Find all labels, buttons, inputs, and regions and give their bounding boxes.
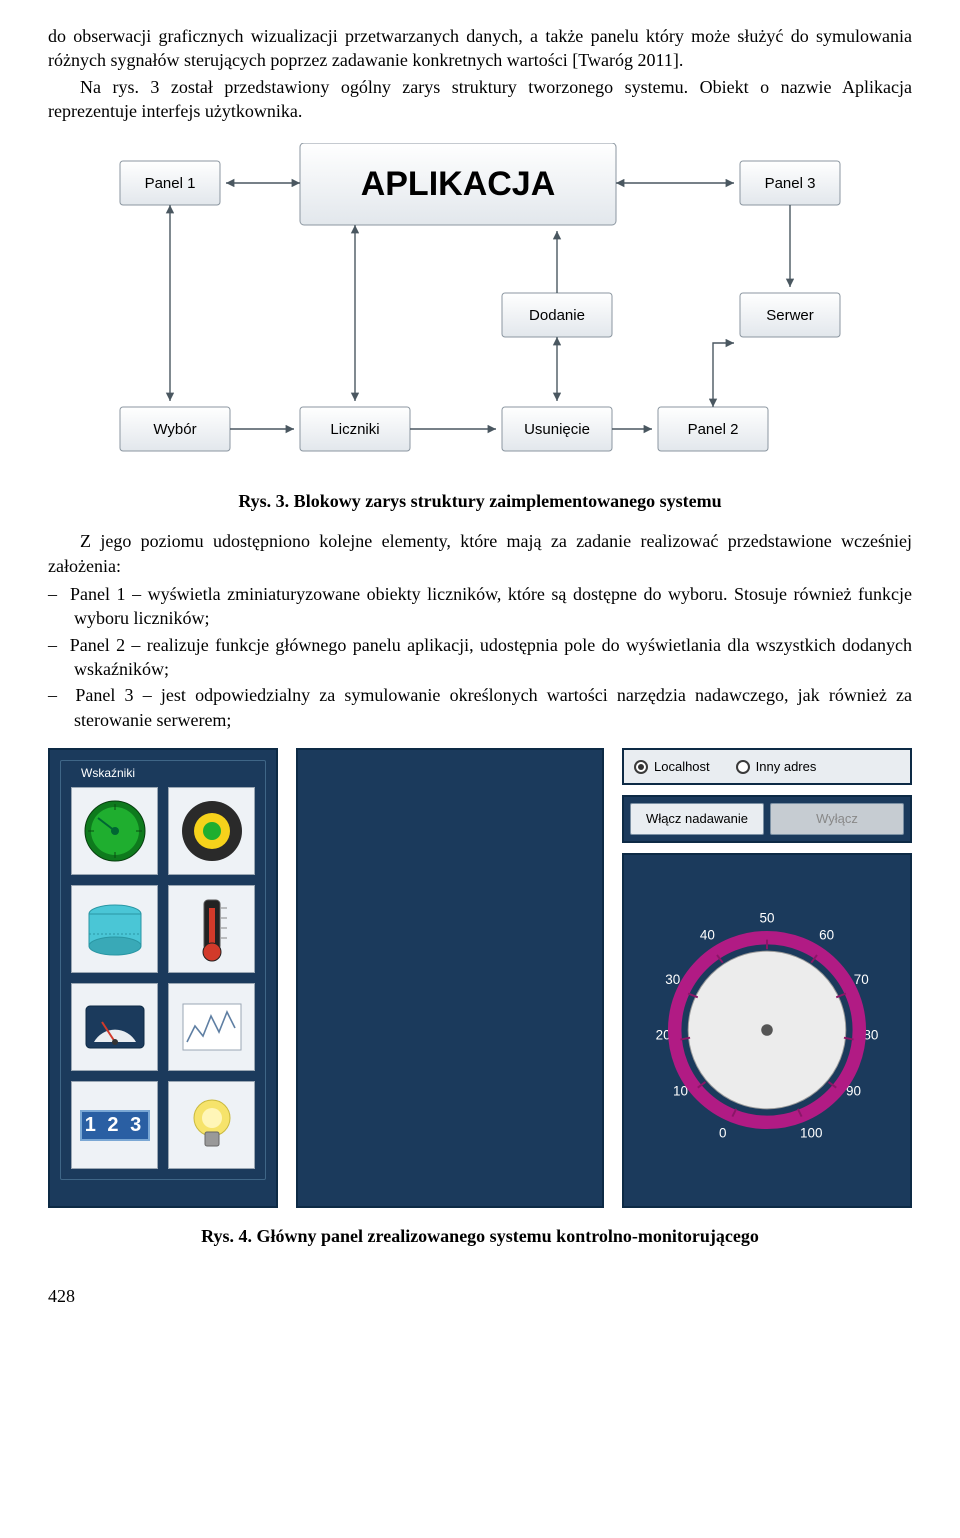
radio-label: Inny adres bbox=[756, 758, 817, 776]
bullet-item: Panel 3 – jest odpowiedzialny za symulow… bbox=[48, 683, 912, 732]
figure-4: Wskaźniki bbox=[48, 748, 912, 1208]
fig4-panel-middle bbox=[296, 748, 604, 1208]
gauge-lightbulb[interactable] bbox=[168, 1081, 255, 1169]
radio-other-address[interactable]: Inny adres bbox=[736, 758, 817, 776]
dial-tick-label: 100 bbox=[800, 1126, 822, 1141]
radio-icon bbox=[634, 760, 648, 774]
gauge-icon bbox=[80, 894, 150, 964]
box-panel3: Panel 3 bbox=[765, 175, 816, 192]
gauge-linechart[interactable] bbox=[168, 983, 255, 1071]
gauge-analog-meter[interactable] bbox=[71, 983, 158, 1071]
radio-localhost[interactable]: Localhost bbox=[634, 758, 710, 776]
broadcast-button-row: Włącz nadawanie Wyłącz bbox=[622, 795, 912, 843]
broadcast-on-button[interactable]: Włącz nadawanie bbox=[630, 803, 764, 835]
dial-box: 50 40 60 30 70 20 80 10 90 0 100 bbox=[622, 853, 912, 1208]
box-aplikacja: APLIKACJA bbox=[361, 165, 556, 203]
after-fig3-intro: Z jego poziomu udostępniono kolejne elem… bbox=[48, 529, 912, 578]
lightbulb-icon bbox=[177, 1090, 247, 1160]
dial-tick-label: 50 bbox=[760, 911, 775, 926]
dial-gauge[interactable]: 50 40 60 30 70 20 80 10 90 0 100 bbox=[642, 880, 892, 1180]
fig4-panel-right: Localhost Inny adres Włącz nadawanie Wył… bbox=[622, 748, 912, 1208]
dial-tick-label: 70 bbox=[854, 972, 869, 987]
box-serwer: Serwer bbox=[766, 307, 814, 324]
radio-label: Localhost bbox=[654, 758, 710, 776]
gauge-thermometer[interactable] bbox=[168, 885, 255, 973]
gauge-tank[interactable] bbox=[71, 885, 158, 973]
gauge-icon bbox=[80, 992, 150, 1062]
box-panel2: Panel 2 bbox=[688, 421, 739, 438]
gauge-icon bbox=[177, 992, 247, 1062]
box-wybor: Wybór bbox=[153, 421, 196, 438]
fieldset-label: Wskaźniki bbox=[77, 765, 255, 781]
intro-paragraph-2: Na rys. 3 został przedstawiony ogólny za… bbox=[48, 75, 912, 124]
gauge-icon bbox=[80, 796, 150, 866]
gauge-icon bbox=[177, 894, 247, 964]
dial-tick-label: 30 bbox=[665, 972, 680, 987]
bullet-item: Panel 2 – realizuje funkcje głównego pan… bbox=[48, 633, 912, 682]
box-dodanie: Dodanie bbox=[529, 307, 585, 324]
box-usuniecie: Usunięcie bbox=[524, 421, 590, 438]
dial-tick-label: 60 bbox=[819, 928, 834, 943]
figure-4-caption: Rys. 4. Główny panel zrealizowanego syst… bbox=[48, 1224, 912, 1248]
bullet-item: Panel 1 – wyświetla zminiaturyzowane obi… bbox=[48, 582, 912, 631]
broadcast-off-button[interactable]: Wyłącz bbox=[770, 803, 904, 835]
address-radio-group: Localhost Inny adres bbox=[622, 748, 912, 786]
fig4-panel-left: Wskaźniki bbox=[48, 748, 278, 1208]
counter-value: 1 2 3 bbox=[80, 1110, 150, 1141]
gauge-icon bbox=[177, 796, 247, 866]
dial-tick-label: 0 bbox=[719, 1126, 726, 1141]
gauge-counter[interactable]: 1 2 3 bbox=[71, 1081, 158, 1169]
figure-3-caption: Rys. 3. Blokowy zarys struktury zaimplem… bbox=[48, 489, 912, 513]
gauge-speedometer[interactable] bbox=[71, 787, 158, 875]
figure-3-diagram: Panel 1 APLIKACJA Panel 3 Dodanie Serwer… bbox=[110, 143, 850, 473]
fig3-svg: Panel 1 APLIKACJA Panel 3 Dodanie Serwer… bbox=[110, 143, 850, 473]
intro-paragraph-1: do obserwacji graficznych wizualizacji p… bbox=[48, 24, 912, 73]
page-number: 428 bbox=[48, 1284, 912, 1308]
gauge-eye[interactable] bbox=[168, 787, 255, 875]
feature-bullet-list: Panel 1 – wyświetla zminiaturyzowane obi… bbox=[48, 582, 912, 732]
box-liczniki: Liczniki bbox=[330, 421, 379, 438]
box-panel1: Panel 1 bbox=[145, 175, 196, 192]
dial-tick-label: 40 bbox=[700, 928, 715, 943]
radio-icon bbox=[736, 760, 750, 774]
